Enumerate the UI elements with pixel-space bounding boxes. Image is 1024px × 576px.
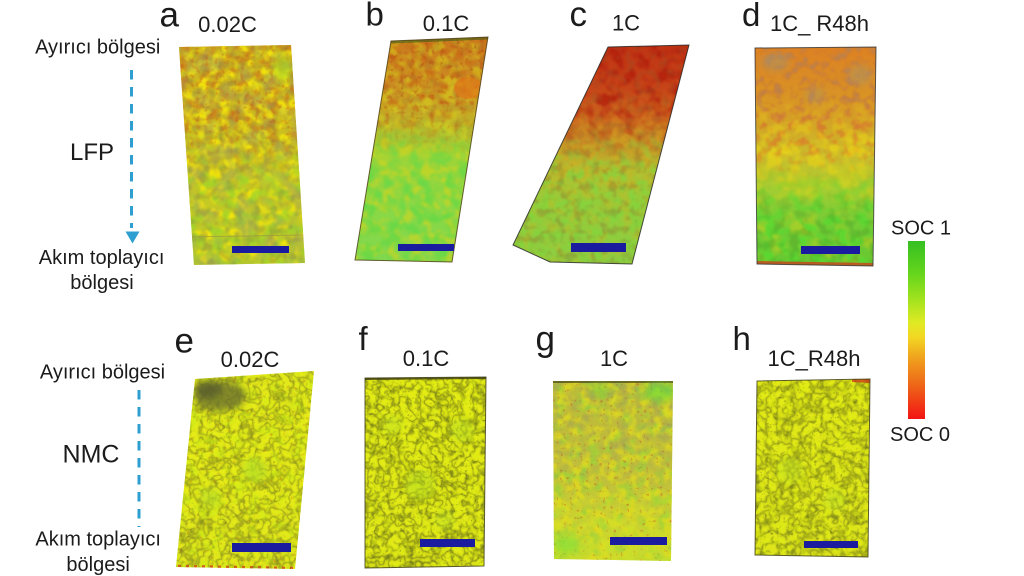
svg-text:g: g — [536, 320, 555, 359]
svg-text:bölgesi: bölgesi — [70, 272, 133, 294]
svg-text:a: a — [160, 0, 180, 35]
svg-text:Akım toplayıcı: Akım toplayıcı — [39, 247, 165, 269]
svg-text:d: d — [742, 0, 760, 33]
svg-text:h: h — [733, 320, 751, 357]
svg-text:LFP: LFP — [70, 139, 114, 166]
svg-text:0.02C: 0.02C — [221, 347, 280, 372]
svg-text:Ayırıcı bölgesi: Ayırıcı bölgesi — [40, 362, 165, 384]
svg-text:0.02C: 0.02C — [198, 12, 257, 37]
svg-text:1C_R48h: 1C_R48h — [768, 346, 861, 371]
svg-text:c: c — [570, 0, 588, 34]
svg-text:Akım toplayıcı: Akım toplayıcı — [35, 528, 161, 550]
svg-text:bölgesi: bölgesi — [66, 554, 129, 576]
svg-text:e: e — [175, 322, 194, 361]
svg-text:SOC 1: SOC 1 — [891, 218, 951, 240]
svg-text:0.1C: 0.1C — [403, 346, 450, 371]
svg-text:0.1C: 0.1C — [423, 11, 470, 36]
svg-text:b: b — [366, 0, 384, 33]
svg-text:f: f — [359, 320, 369, 357]
svg-text:Ayırıcı bölgesi: Ayırıcı bölgesi — [35, 36, 160, 58]
svg-text:1C: 1C — [600, 346, 628, 371]
svg-text:NMC: NMC — [63, 440, 120, 468]
svg-text:1C: 1C — [612, 11, 640, 36]
svg-text:SOC 0: SOC 0 — [890, 424, 950, 446]
svg-text:1C_ R48h: 1C_ R48h — [770, 11, 869, 36]
